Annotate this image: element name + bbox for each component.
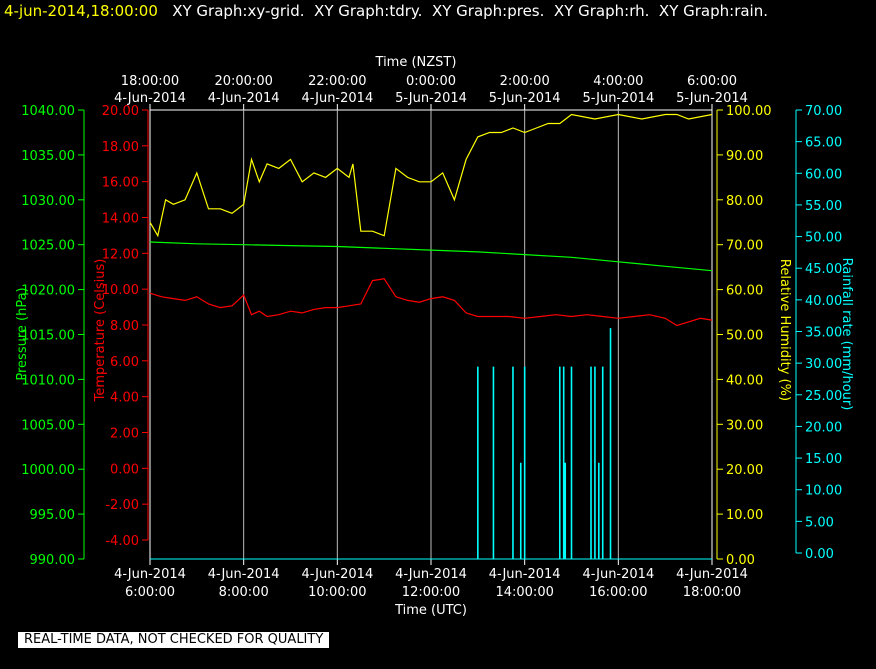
bottom-tick-date: 4-Jun-2014 <box>489 567 561 582</box>
temperature-tick-label: 10.00 <box>102 283 139 298</box>
bottom-tick-time: 6:00:00 <box>125 585 175 600</box>
temperature-tick-label: 16.00 <box>102 176 139 191</box>
temperature-tick-label: 2.00 <box>110 427 139 442</box>
pressure-tick-label: 1030.00 <box>21 194 75 209</box>
humidity-series-line <box>149 113 713 238</box>
top-tick-date: 4-Jun-2014 <box>301 91 373 106</box>
bottom-tick-date: 4-Jun-2014 <box>395 567 467 582</box>
temperature-tick-label: -4.00 <box>105 534 139 549</box>
temperature-tick-label: 6.00 <box>110 355 139 370</box>
temperature-tick-label: 14.00 <box>102 212 139 227</box>
top-tick-date: 5-Jun-2014 <box>395 91 467 106</box>
rain-tick-label: 25.00 <box>805 389 842 404</box>
top-tick-time: 18:00:00 <box>121 74 179 89</box>
top-tick-time: 6:00:00 <box>687 74 737 89</box>
bottom-tick-time: 12:00:00 <box>402 585 460 600</box>
temperature-tick-label: -2.00 <box>105 498 139 513</box>
top-tick-time: 22:00:00 <box>308 74 366 89</box>
humidity-axis-title: Relative Humidity (%) <box>777 259 792 401</box>
pressure-tick-label: 1015.00 <box>21 329 75 344</box>
pressure-tick-label: 1010.00 <box>21 373 75 388</box>
bottom-tick-date: 4-Jun-2014 <box>114 567 186 582</box>
rain-tick-label: 15.00 <box>805 452 842 467</box>
temperature-tick-label: 12.00 <box>102 247 139 262</box>
bottom-tick-date: 4-Jun-2014 <box>676 567 748 582</box>
pressure-tick-label: 1035.00 <box>21 149 75 164</box>
humidity-tick-label: 30.00 <box>726 418 763 433</box>
humidity-tick-label: 10.00 <box>726 508 763 523</box>
bottom-tick-date: 4-Jun-2014 <box>301 567 373 582</box>
humidity-tick-label: 20.00 <box>726 463 763 478</box>
pressure-tick-label: 995.00 <box>30 508 76 523</box>
humidity-tick-label: 0.00 <box>726 553 755 568</box>
humidity-tick-label: 80.00 <box>726 194 763 209</box>
rain-tick-label: 40.00 <box>805 294 842 309</box>
top-tick-time: 4:00:00 <box>593 74 643 89</box>
temperature-tick-label: 8.00 <box>110 319 139 334</box>
header-titles: XY Graph:xy-grid. XY Graph:tdry. XY Grap… <box>163 2 768 20</box>
humidity-tick-label: 70.00 <box>726 239 763 254</box>
header-title-4: XY Graph:rain. <box>649 2 768 20</box>
bottom-tick-time: 14:00:00 <box>495 585 553 600</box>
rain-tick-label: 10.00 <box>805 484 842 499</box>
rain-tick-label: 45.00 <box>805 262 842 277</box>
top-tick-time: 0:00:00 <box>406 74 456 89</box>
header-title-2: XY Graph:pres. <box>422 2 545 20</box>
rain-tick-label: 20.00 <box>805 420 842 435</box>
rain-tick-label: 30.00 <box>805 357 842 372</box>
header-title-3: XY Graph:rh. <box>544 2 650 20</box>
bottom-tick-date: 4-Jun-2014 <box>582 567 654 582</box>
top-tick-time: 20:00:00 <box>214 74 272 89</box>
humidity-tick-label: 90.00 <box>726 149 763 164</box>
bottom-axis-label: Time (UTC) <box>394 603 467 618</box>
temperature-axis-title: Temperature (Celsius) <box>93 259 108 403</box>
temperature-tick-label: 4.00 <box>110 391 139 406</box>
temperature-tick-label: 20.00 <box>102 104 139 119</box>
top-tick-date: 4-Jun-2014 <box>114 91 186 106</box>
bottom-tick-time: 8:00:00 <box>219 585 269 600</box>
bottom-tick-time: 10:00:00 <box>308 585 366 600</box>
pressure-tick-label: 1040.00 <box>21 104 75 119</box>
top-axis-label: Time (NZST) <box>375 55 457 70</box>
bottom-tick-time: 16:00:00 <box>589 585 647 600</box>
top-tick-time: 2:00:00 <box>500 74 550 89</box>
pressure-tick-label: 1000.00 <box>21 463 75 478</box>
rain-tick-label: 35.00 <box>805 326 842 341</box>
rain-tick-label: 50.00 <box>805 231 842 246</box>
temperature-tick-label: 18.00 <box>102 140 139 155</box>
top-tick-date: 5-Jun-2014 <box>676 91 748 106</box>
quality-disclaimer: REAL-TIME DATA, NOT CHECKED FOR QUALITY <box>18 632 330 648</box>
bottom-tick-time: 18:00:00 <box>683 585 741 600</box>
humidity-tick-label: 60.00 <box>726 284 763 299</box>
rain-tick-label: 55.00 <box>805 199 842 214</box>
pressure-tick-label: 1025.00 <box>21 239 75 254</box>
humidity-tick-label: 100.00 <box>726 104 772 119</box>
pressure-tick-label: 1020.00 <box>21 284 75 299</box>
pressure-tick-label: 1005.00 <box>21 418 75 433</box>
pressure-axis-title: Pressure (hPa) <box>15 287 30 380</box>
humidity-tick-label: 50.00 <box>726 329 763 344</box>
rain-tick-label: 65.00 <box>805 136 842 151</box>
top-tick-date: 5-Jun-2014 <box>489 91 561 106</box>
header-timestamp: 4-jun-2014,18:00:00 <box>4 2 158 20</box>
header-title-1: XY Graph:tdry. <box>304 2 423 20</box>
top-tick-date: 4-Jun-2014 <box>208 91 280 106</box>
rain-tick-label: 70.00 <box>805 104 842 119</box>
bottom-tick-date: 4-Jun-2014 <box>208 567 280 582</box>
top-tick-date: 5-Jun-2014 <box>582 91 654 106</box>
rain-axis-title: Rainfall rate (mm/hour) <box>839 258 854 411</box>
rain-tick-label: 60.00 <box>805 167 842 182</box>
pressure-tick-label: 990.00 <box>30 553 76 568</box>
rain-tick-label: 0.00 <box>805 547 834 562</box>
chart-header: 4-jun-2014,18:00:00 XY Graph:xy-grid. XY… <box>4 2 768 20</box>
temperature-tick-label: 0.00 <box>110 462 139 477</box>
rain-tick-label: 5.00 <box>805 515 834 530</box>
temperature-series-line <box>149 278 713 327</box>
humidity-tick-label: 40.00 <box>726 373 763 388</box>
pressure-series-line <box>149 241 713 272</box>
header-title-0: XY Graph:xy-grid. <box>162 2 305 20</box>
